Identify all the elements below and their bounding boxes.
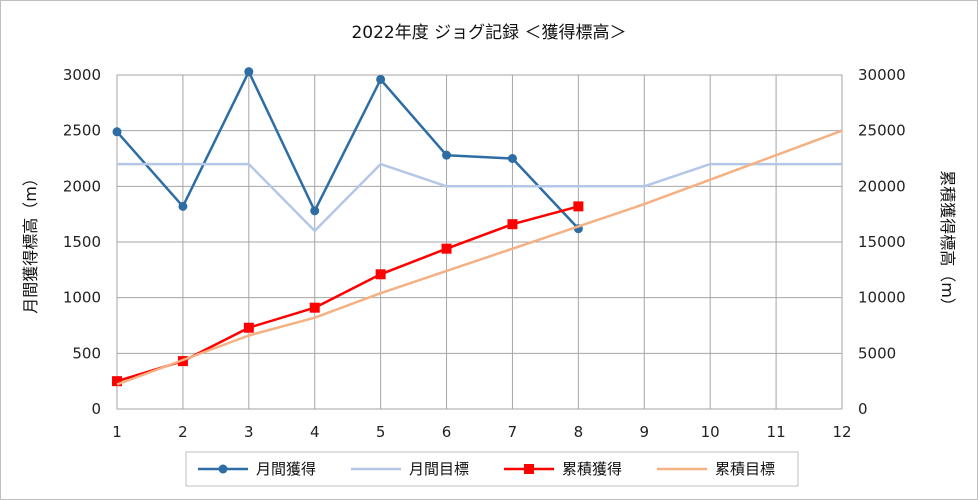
y-right-tick-label: 30000 (858, 66, 906, 84)
y-left-tick-label: 1500 (63, 233, 101, 251)
y-left-tick-label: 1000 (63, 289, 101, 307)
series-2 (117, 162, 842, 233)
data-point (309, 302, 320, 313)
legend-label: 累積獲得 (562, 460, 622, 478)
data-point (243, 322, 254, 333)
x-tick-label: 9 (639, 423, 649, 441)
data-point (507, 219, 518, 230)
x-tick-label: 8 (574, 423, 584, 441)
x-tick-label: 1 (112, 423, 122, 441)
y-left-tick-label: 3000 (63, 66, 101, 84)
data-point (178, 201, 188, 211)
data-point (441, 243, 452, 254)
x-tick-label: 6 (442, 423, 452, 441)
data-point (112, 127, 122, 137)
series-line (117, 162, 842, 233)
x-tick-label: 5 (376, 423, 386, 441)
y-right-tick-label: 15000 (858, 233, 906, 251)
series-line (116, 70, 580, 230)
y-right-tick-label: 0 (858, 400, 868, 418)
data-point (507, 154, 517, 163)
data-point (375, 269, 386, 280)
series-line (116, 129, 843, 386)
data-point (244, 67, 254, 77)
x-tick-label: 12 (832, 423, 851, 441)
legend: 月間獲得 月間目標 累積獲得 累積目標 (185, 451, 799, 487)
series-line (116, 205, 579, 383)
data-point (442, 150, 452, 160)
y-left-tick-label: 2500 (63, 122, 101, 140)
y-right-tick-label: 20000 (858, 177, 906, 195)
y-right-tick-label: 25000 (858, 122, 906, 140)
x-tick-label: 4 (310, 423, 320, 441)
legend-label: 累積目標 (715, 460, 775, 478)
data-point (376, 74, 386, 84)
data-point (112, 376, 122, 387)
y-right-tick-label: 10000 (858, 289, 906, 307)
plot-area-border (116, 74, 843, 410)
y-left-tick-label: 0 (91, 400, 101, 418)
legend-label: 月間獲得 (256, 460, 316, 478)
legend-label: 月間目標 (409, 460, 469, 478)
series-layer (112, 67, 843, 387)
x-tick-label: 10 (701, 423, 720, 441)
y-left-tick-label: 2000 (63, 177, 101, 195)
y-right-tick-label: 5000 (858, 344, 896, 362)
axes: 0500100015002000250030000500010000150002… (63, 66, 906, 441)
legend-marker (524, 464, 534, 474)
x-tick-label: 2 (178, 423, 188, 441)
grid (116, 74, 843, 410)
y-axis-left-title: 月間獲得標高（m） (21, 170, 40, 314)
data-point (310, 206, 320, 216)
y-axis-right-title: 累積獲得標高（m） (938, 170, 957, 314)
x-tick-label: 3 (244, 423, 254, 441)
legend-marker (218, 464, 228, 474)
x-tick-label: 11 (767, 423, 786, 441)
y-left-tick-label: 500 (72, 344, 101, 362)
series-4 (116, 129, 843, 386)
data-point (573, 201, 584, 212)
chart-title: 2022年度 ジョグ記録 ＜獲得標高＞ (351, 23, 626, 43)
x-tick-label: 7 (508, 423, 518, 441)
